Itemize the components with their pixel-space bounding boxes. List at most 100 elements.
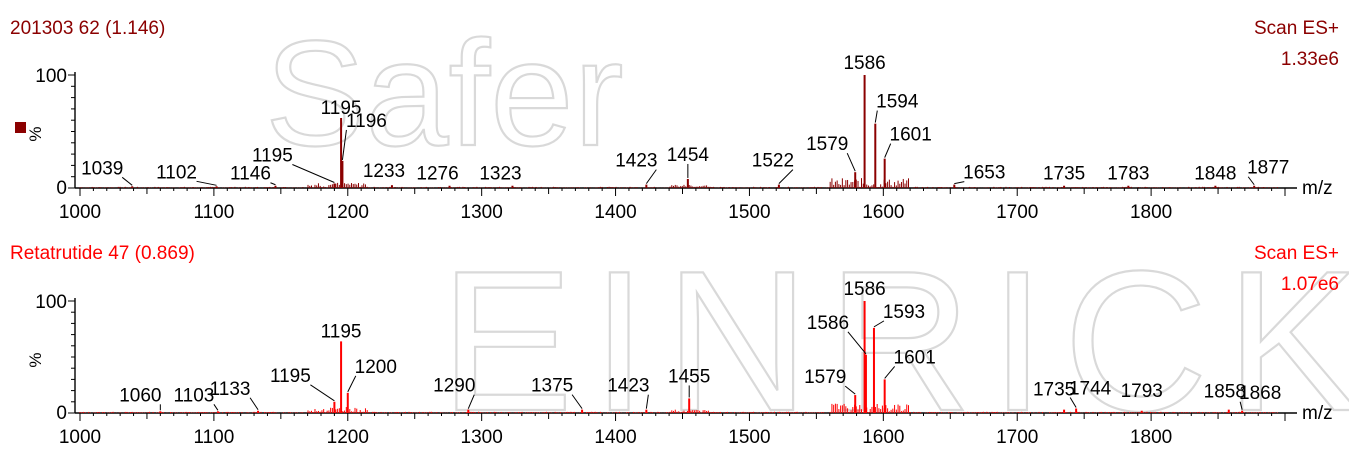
peak-label-leader: [1069, 397, 1077, 408]
peak-label-leader: [1247, 176, 1255, 186]
peak-label-leader: [645, 394, 649, 409]
x-axis-label: m/z: [1302, 403, 1333, 424]
peak-label: 1103: [173, 385, 214, 406]
scan-mode-label: Scan ES+: [1254, 243, 1339, 264]
x-tick-label: 1600: [862, 202, 904, 223]
peak-label: 1783: [1107, 164, 1149, 185]
peak-sticks: [131, 75, 1256, 188]
x-tick-label: 1600: [862, 427, 904, 448]
peak-label-leader: [873, 320, 885, 328]
peak-label: 1423: [607, 376, 649, 397]
x-tick-label: 1400: [594, 202, 636, 223]
x-tick-label: 1300: [461, 427, 503, 448]
peak-label: 1586: [807, 313, 849, 334]
x-tick-label: 1000: [59, 202, 101, 223]
peak-label-leader: [121, 176, 133, 186]
y-tick-label-0: 0: [56, 403, 67, 424]
x-tick-label: 1200: [327, 202, 369, 223]
peak-label: 1133: [210, 379, 251, 400]
spectrum-panel-top: 201303 62 (1.146) Scan ES+ 1.33e6 100 0 …: [10, 18, 1339, 223]
peak-label: 1423: [615, 151, 657, 172]
peak-label-leader: [571, 394, 583, 409]
y-tick-label-100: 100: [35, 292, 67, 313]
peak-label: 1594: [876, 92, 919, 113]
peak-label: 1195: [252, 145, 293, 166]
x-tick-label: 1100: [193, 202, 234, 223]
peak-label: 1586: [843, 279, 885, 300]
peak-label: 1858: [1204, 382, 1246, 403]
watermark-line1: Safer: [265, 9, 624, 177]
peak-label-leader: [645, 169, 657, 184]
x-tick-label: 1100: [193, 427, 234, 448]
peak-label: 1744: [1069, 379, 1112, 400]
peak-label: 1146: [230, 164, 271, 185]
peak-label-leader: [213, 404, 219, 411]
peak-label: 1039: [81, 158, 123, 179]
peak-label: 1848: [1194, 164, 1236, 185]
peak-label: 1735: [1043, 164, 1085, 185]
peak-label: 1375: [531, 376, 573, 397]
peak-label-leader: [847, 331, 867, 355]
peak-sticks: [159, 301, 1244, 413]
peak-label-leader: [292, 164, 335, 183]
peak-label-leader: [874, 110, 878, 123]
watermark: Safer EINRICK: [264, 8, 1349, 454]
spectrum-title: Retatrutide 47 (0.869): [10, 243, 195, 264]
peak-label-leaders: [159, 320, 1243, 411]
max-intensity-label: 1.33e6: [1281, 49, 1339, 70]
peak-label: 1195: [321, 321, 362, 342]
x-axis-label: m/z: [1302, 178, 1333, 199]
peak-label: 1579: [806, 134, 848, 155]
x-tick-label: 1500: [728, 427, 770, 448]
peak-label: 1195: [270, 366, 311, 387]
peak-label: 1455: [668, 366, 710, 387]
peak-label: 1793: [1121, 381, 1163, 402]
legend-marker: [15, 122, 26, 133]
peak-label-leader: [1239, 401, 1243, 410]
peak-label-leader: [310, 384, 335, 402]
peak-label-leader: [270, 182, 276, 186]
x-tick-label: 1500: [728, 202, 770, 223]
spectrum-title: 201303 62 (1.146): [10, 18, 165, 39]
peak-label-leaders: [121, 110, 1255, 186]
y-axis-label: %: [26, 126, 45, 141]
x-tick-label: 1300: [461, 202, 503, 223]
y-axis-label: %: [26, 352, 45, 367]
y-tick-label-0: 0: [56, 178, 67, 199]
x-tick-label: 1700: [996, 202, 1038, 223]
peak-label-leader: [341, 129, 347, 160]
peak-label: 1868: [1239, 383, 1281, 404]
peak-label: 1579: [804, 367, 846, 388]
peak-label: 1195: [321, 98, 362, 119]
peak-label: 1060: [119, 385, 161, 406]
peak-label: 1586: [843, 53, 885, 74]
peak-label: 1233: [363, 161, 405, 182]
peak-label-leader: [884, 366, 896, 379]
peak-label: 1102: [156, 162, 197, 183]
peak-label: 1522: [752, 151, 794, 172]
x-tick-label: 1700: [996, 427, 1038, 448]
peak-label: 1593: [883, 302, 925, 323]
peak-label-leader: [844, 385, 856, 395]
peak-label: 1196: [346, 111, 387, 132]
y-tick-label-100: 100: [35, 66, 67, 87]
peak-label: 1735: [1033, 380, 1075, 401]
x-tick-label: 1200: [327, 427, 369, 448]
peak-label: 1653: [963, 163, 1005, 184]
max-intensity-label: 1.07e6: [1281, 274, 1339, 295]
peak-label-leader: [954, 181, 965, 185]
peak-label: 1877: [1247, 158, 1289, 179]
peak-label-leader: [196, 180, 217, 186]
spectrum-panel-bottom: Retatrutide 47 (0.869) Scan ES+ 1.07e6 1…: [10, 243, 1339, 448]
peak-label: 1601: [894, 347, 936, 368]
x-tick-labels: 1000 1100 1200 1300 1400 1500 1600 1700 …: [59, 202, 1172, 223]
peak-label: 1601: [890, 125, 932, 146]
peak-label-leader: [846, 152, 856, 172]
x-tick-label: 1800: [1130, 202, 1172, 223]
peak-label-leader: [467, 394, 475, 409]
x-tick-labels: 1000 1100 1200 1300 1400 1500 1600 1700 …: [59, 427, 1172, 448]
watermark-line2: EINRICK: [440, 230, 1349, 453]
peak-label-leader: [884, 143, 892, 158]
noise-trace: [79, 178, 1279, 188]
